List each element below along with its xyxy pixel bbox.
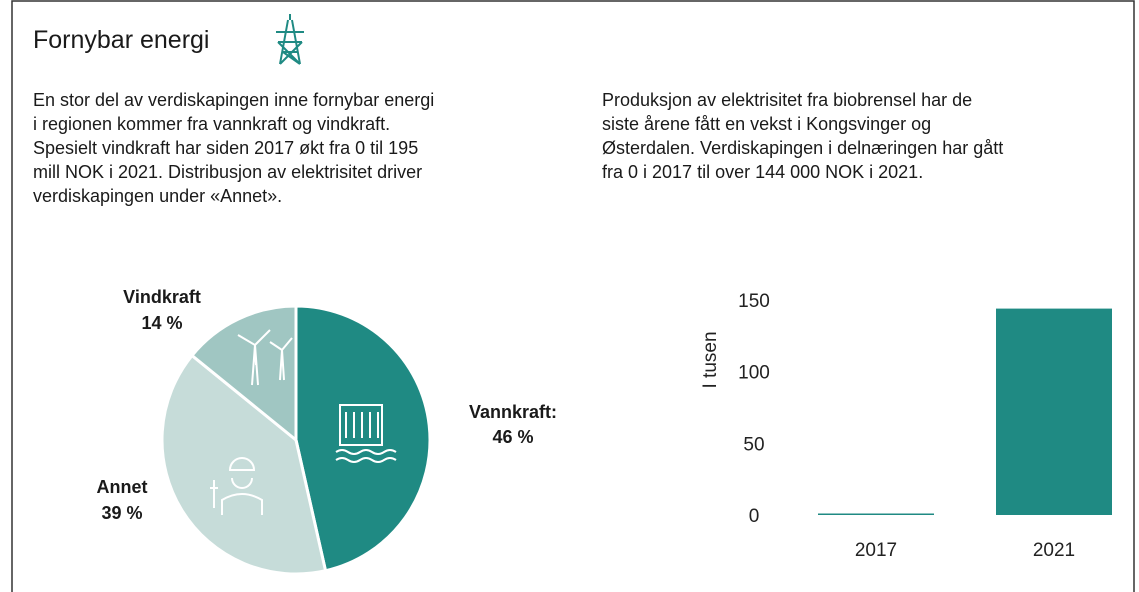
slice-value-label: 14 % <box>141 313 182 333</box>
y-tick-label: 100 <box>738 363 770 384</box>
paragraph-line: verdiskapingen under «Annet». <box>33 186 282 206</box>
paragraph-line: fra 0 i 2017 til over 144 000 NOK i 2021… <box>602 162 923 182</box>
slice-value-label: 39 % <box>101 503 142 523</box>
slice-icons <box>210 329 397 515</box>
paragraph-line: mill NOK i 2021. Distribusjon av elektri… <box>33 162 422 182</box>
paragraph-line: Produksjon av elektrisitet fra biobrense… <box>602 90 972 110</box>
paragraph-line: Spesielt vindkraft har siden 2017 økt fr… <box>33 138 418 158</box>
bar <box>818 513 934 515</box>
slice-label: Vindkraft <box>123 287 201 307</box>
y-tick-label: 50 <box>743 434 764 455</box>
dam-icon <box>335 404 397 463</box>
paragraph-line: Østerdalen. Verdiskapingen i delnæringen… <box>602 138 1003 158</box>
pie-slice <box>294 304 432 573</box>
y-axis-label: I tusen <box>700 331 721 388</box>
paragraph-line: i regionen kommer fra vannkraft og vindk… <box>33 114 390 134</box>
page-title: Fornybar energi <box>33 26 209 54</box>
paragraph-line: En stor del av verdiskapingen inne forny… <box>33 90 434 110</box>
x-tick-label: 2021 <box>1033 540 1075 561</box>
paragraph-line: siste årene fått en vekst i Kongsvinger … <box>602 114 931 134</box>
slice-label: Annet <box>97 477 148 497</box>
worker-icon <box>210 457 263 515</box>
wind-icon <box>237 329 293 386</box>
slice-label: Vannkraft: <box>469 402 557 422</box>
y-tick-label: 0 <box>749 506 760 527</box>
slice-value-label: 46 % <box>492 427 533 447</box>
x-tick-label: 2017 <box>855 540 897 561</box>
pie-slice <box>160 353 328 576</box>
frame <box>11 0 1135 592</box>
y-tick-label: 150 <box>738 291 770 312</box>
pie-slice <box>189 304 298 444</box>
pylon-icon <box>276 14 304 65</box>
bar <box>996 308 1112 515</box>
